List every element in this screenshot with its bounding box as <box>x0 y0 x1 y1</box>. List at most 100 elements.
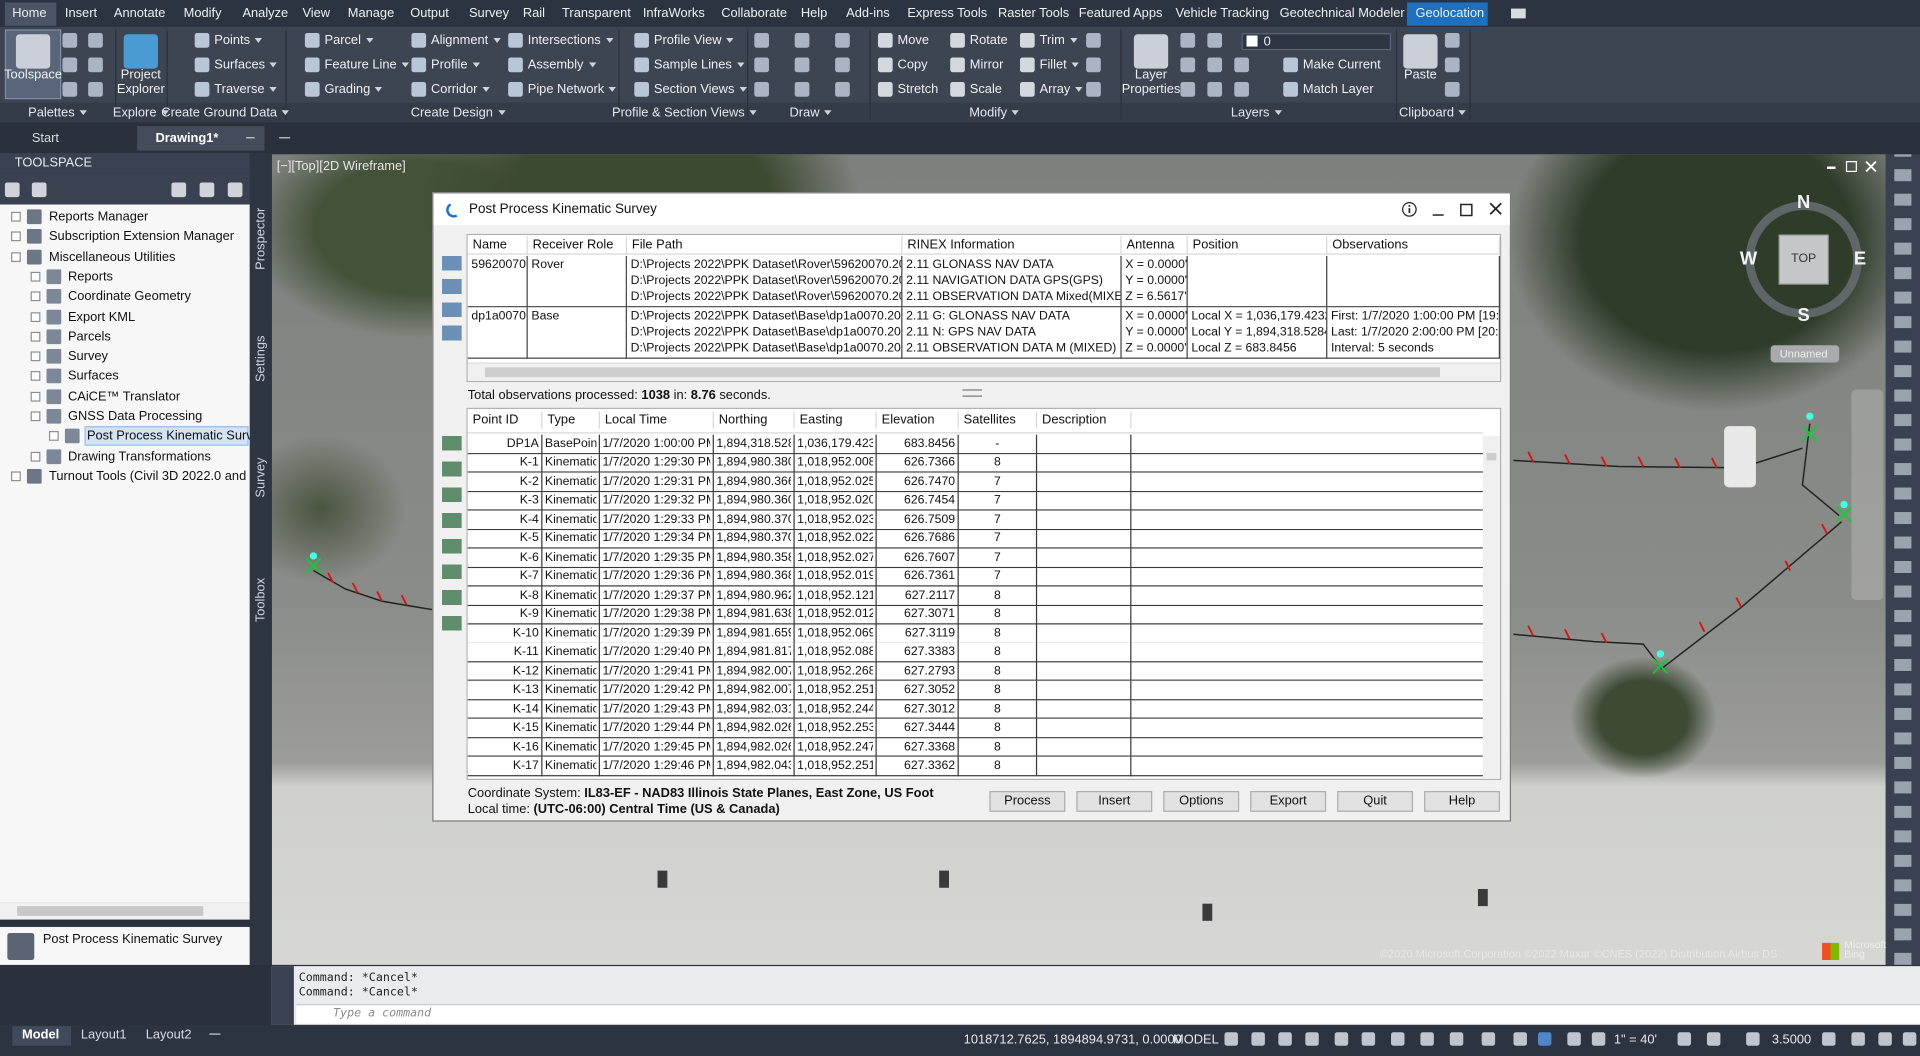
ribbon-tool[interactable]: Toolspace <box>4 67 63 83</box>
status-icon[interactable] <box>1591 1032 1606 1046</box>
doc-tab[interactable]: Start <box>31 131 60 146</box>
side-tab[interactable]: Settings <box>253 335 269 383</box>
column-header[interactable]: Northing <box>719 411 795 429</box>
point-row[interactable] <box>467 510 1483 530</box>
command-prompt[interactable]: Type a command <box>333 1006 432 1021</box>
status-icon[interactable] <box>1278 1032 1292 1046</box>
ribbon-tool[interactable]: Rotate <box>969 33 1008 48</box>
tree-item[interactable]: Coordinate Geometry <box>67 289 191 304</box>
tree-item[interactable]: Miscellaneous Utilities <box>48 249 176 264</box>
status-icon[interactable] <box>1822 1032 1836 1046</box>
ribbon-tool[interactable]: Grading <box>324 81 383 98</box>
ribbon-panel-label[interactable]: Create Ground Data <box>152 104 299 121</box>
menu-item[interactable]: Geolocation <box>1415 6 1485 21</box>
ribbon-tool[interactable]: Points <box>214 32 263 49</box>
menu-item[interactable]: Express Tools <box>907 6 988 21</box>
dialog-button[interactable]: Quit <box>1337 791 1414 812</box>
column-header[interactable]: Name <box>473 236 528 254</box>
tree-item[interactable]: CAiCE™ Translator <box>67 389 181 404</box>
menu-item[interactable]: Collaborate <box>721 6 787 21</box>
ribbon-panel-label[interactable]: Explore <box>67 104 214 121</box>
menu-item[interactable]: Raster Tools <box>997 6 1070 21</box>
status-icon[interactable] <box>1706 1032 1721 1046</box>
layer-name[interactable]: 0 <box>1263 34 1271 49</box>
menu-item[interactable]: Insert <box>64 6 98 21</box>
doc-tab[interactable]: Drawing1* <box>155 131 219 146</box>
ribbon-tool[interactable]: Feature Line <box>324 56 409 73</box>
ribbon-panel-label[interactable]: Profile & Section Views <box>611 104 758 121</box>
ribbon-panel-label[interactable]: Create Design <box>384 104 531 121</box>
ribbon-tool[interactable]: Corridor <box>431 81 490 98</box>
layout-tab[interactable]: Model <box>22 1027 60 1043</box>
status-icon[interactable] <box>1449 1032 1464 1046</box>
tree-item[interactable]: GNSS Data Processing <box>67 408 203 424</box>
point-row[interactable] <box>467 681 1483 701</box>
point-row[interactable] <box>467 643 1483 663</box>
dialog-button[interactable]: Insert <box>1076 791 1153 812</box>
tree-item[interactable]: Survey <box>67 349 108 364</box>
column-header[interactable]: Type <box>547 411 601 429</box>
status-icon[interactable] <box>1567 1032 1581 1046</box>
point-row[interactable] <box>467 491 1483 511</box>
menu-item[interactable]: Help <box>800 6 828 21</box>
ribbon-panel-label[interactable]: Modify <box>921 104 1068 121</box>
dialog-button[interactable]: Export <box>1250 791 1327 812</box>
layer-dropdown[interactable] <box>1241 33 1392 51</box>
splitter[interactable] <box>962 389 983 397</box>
viewcube-west[interactable]: W <box>1739 248 1758 270</box>
status-icon[interactable] <box>1746 1032 1760 1046</box>
dialog-button[interactable]: Help <box>1424 791 1501 812</box>
menu-item[interactable]: View <box>302 6 331 21</box>
status-icon[interactable] <box>1334 1032 1349 1046</box>
menu-item[interactable]: Annotate <box>113 6 166 21</box>
status-icon[interactable] <box>1420 1032 1434 1046</box>
layout-tab[interactable]: Layout1 <box>80 1027 127 1043</box>
ribbon-panel-label[interactable]: Clipboard <box>1359 104 1506 121</box>
point-row[interactable] <box>467 624 1483 644</box>
column-header[interactable]: Point ID <box>473 411 543 429</box>
command-input[interactable] <box>296 1004 1920 1024</box>
point-row[interactable] <box>467 548 1483 568</box>
ribbon-tool[interactable]: Scale <box>969 82 1002 97</box>
status-precision[interactable]: 3.5000 <box>1771 1032 1812 1047</box>
column-header[interactable]: Antenna <box>1127 236 1188 254</box>
ribbon-tool[interactable]: Fillet <box>1040 56 1079 73</box>
status-icon[interactable] <box>1537 1032 1552 1046</box>
ribbon-tool[interactable]: Copy <box>897 57 928 73</box>
column-header[interactable]: Observations <box>1332 236 1501 254</box>
tree-item[interactable]: Turnout Tools (Civil 3D 2022.0 and E... <box>48 468 270 484</box>
ribbon-tool[interactable]: Sample Lines <box>654 56 745 73</box>
ribbon-tool[interactable]: Section Views <box>654 81 747 98</box>
point-row[interactable] <box>467 757 1483 777</box>
ribbon-panel-label[interactable]: Layers <box>1183 104 1330 121</box>
ribbon-panel-label[interactable]: Draw <box>737 104 884 121</box>
scroll-thumb[interactable] <box>484 367 1441 378</box>
dialog-button[interactable]: Process <box>989 791 1066 812</box>
column-header[interactable]: Satellites <box>964 411 1038 429</box>
viewcube-north[interactable]: N <box>1797 192 1811 214</box>
status-icon[interactable] <box>1251 1032 1265 1046</box>
status-scale[interactable]: 1" = 40' <box>1613 1032 1658 1047</box>
menu-item[interactable]: Add-ins <box>846 6 890 21</box>
menu-item[interactable]: Transparent <box>562 6 631 21</box>
tree-item[interactable]: Subscription Extension Manager <box>48 229 235 245</box>
ribbon-tool[interactable]: Array <box>1040 81 1083 98</box>
status-icon[interactable] <box>1481 1032 1496 1046</box>
point-row[interactable] <box>467 567 1483 587</box>
point-row[interactable] <box>467 472 1483 492</box>
side-tab[interactable]: Toolbox <box>253 577 269 623</box>
status-icon[interactable] <box>1902 1032 1917 1046</box>
ribbon-tool[interactable]: Stretch <box>897 82 939 97</box>
column-header[interactable]: Local Time <box>605 411 714 429</box>
menu-item[interactable]: Survey <box>468 6 510 21</box>
menu-item[interactable]: InfraWorks <box>642 6 705 21</box>
ribbon-tool[interactable]: Match Layer <box>1302 82 1374 97</box>
status-icon[interactable] <box>1361 1032 1376 1046</box>
tree-item[interactable]: Post Process Kinematic Survey <box>86 428 267 444</box>
column-header[interactable]: RINEX Information <box>907 236 1122 254</box>
menu-item[interactable]: Manage <box>347 6 395 21</box>
point-row[interactable] <box>467 662 1483 682</box>
point-row[interactable] <box>467 719 1483 739</box>
ribbon-tool[interactable]: Mirror <box>969 57 1004 73</box>
ribbon-tool[interactable]: Surfaces <box>214 56 278 73</box>
